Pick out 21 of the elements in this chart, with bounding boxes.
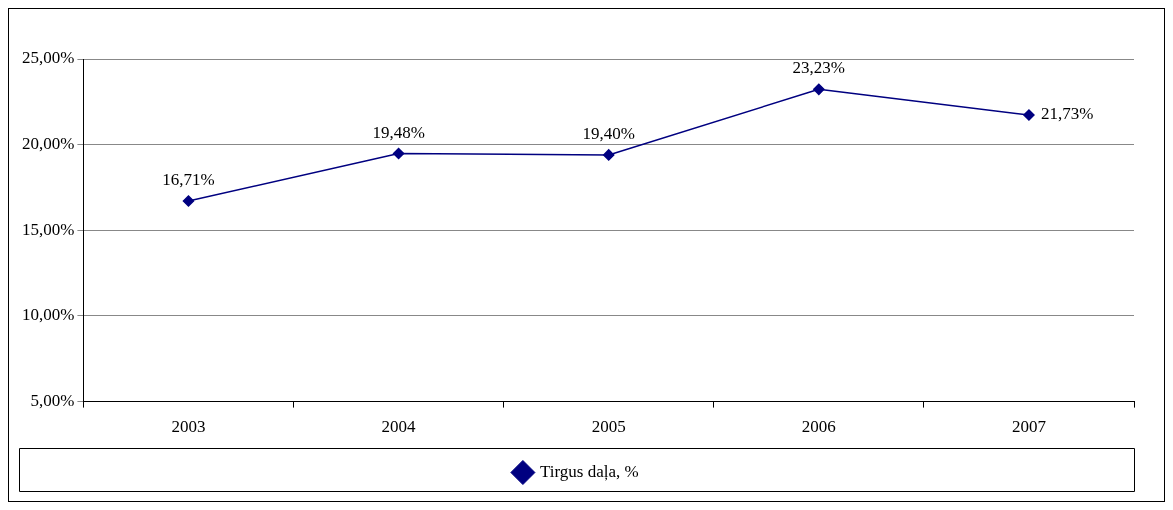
point — [813, 83, 825, 96]
data-label: 19,40% — [582, 123, 635, 143]
x-tick-label: 2003 — [171, 417, 206, 437]
y-tick-label: 5,00% — [30, 391, 75, 411]
point — [1023, 109, 1035, 121]
data-label: 19,48% — [372, 122, 425, 142]
point — [602, 149, 615, 161]
x-tick-label: 2005 — [591, 417, 626, 437]
y-tick-label: 10,00% — [21, 305, 75, 325]
point — [182, 195, 195, 207]
data-label: 16,71% — [162, 169, 215, 189]
data-label: 21,73% — [1040, 104, 1094, 124]
legend-label: Tirgus daļa, % — [539, 461, 639, 481]
x-tick-label: 2007 — [1011, 417, 1047, 437]
y-tick-label: 25,00% — [21, 48, 75, 68]
x-tick-label: 2004 — [381, 417, 417, 437]
data-label: 23,23% — [792, 58, 846, 78]
y-tick-label: 15,00% — [21, 219, 75, 239]
y-tick-label: 20,00% — [21, 134, 75, 154]
point — [392, 147, 405, 160]
x-tick-label: 2006 — [801, 417, 836, 437]
